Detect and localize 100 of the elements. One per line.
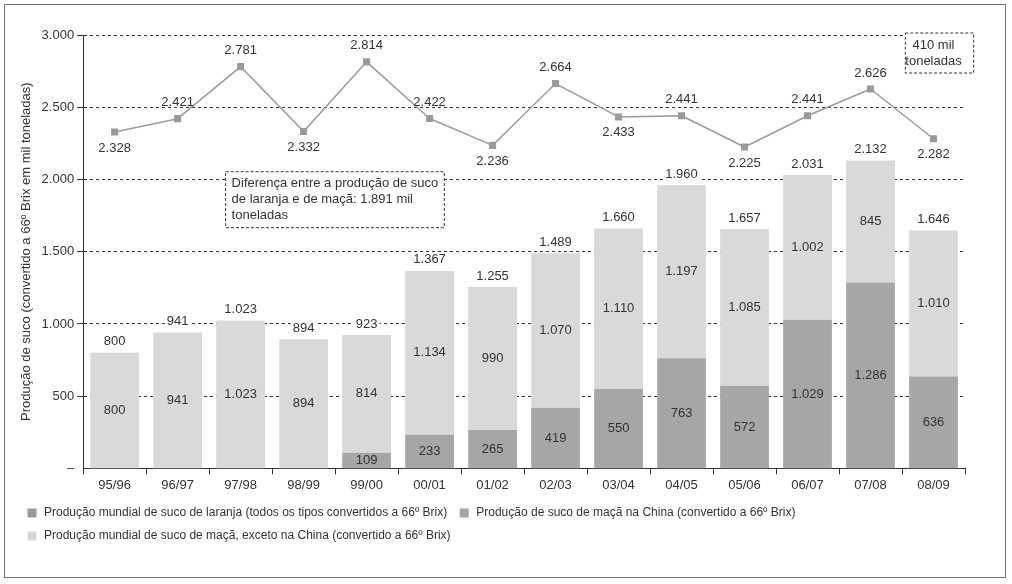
x-tick-label: 02/03	[539, 476, 572, 492]
point	[174, 115, 182, 123]
data-label: 800	[103, 402, 126, 418]
y-tick-label: 2.500	[41, 98, 75, 114]
bar	[594, 228, 643, 389]
x-tick-label: 96/97	[161, 476, 194, 492]
data-label: 1.134	[413, 344, 446, 360]
data-label: 2.626	[854, 64, 887, 80]
y-tick-label: 2.000	[41, 171, 75, 187]
point	[426, 114, 434, 123]
data-label: 1.085	[728, 298, 761, 314]
annotation: Diferença entre a produção de suco de laranja e de maçã: 1.891 mil toneladas	[231, 175, 439, 223]
bar	[783, 174, 832, 320]
data-label: 763	[670, 404, 693, 420]
legend-label: Produção mundial de suco de laranja (todos os tipos convertidos a 66º Brix)	[44, 505, 448, 520]
x-tick-label: 99/00	[350, 476, 383, 492]
total-label: 2.132	[854, 141, 887, 157]
data-label: 2.422	[413, 94, 446, 110]
total-label: 1.960	[665, 165, 698, 181]
total-label: 923	[355, 315, 378, 331]
data-label: 233	[418, 443, 441, 459]
total-label: 2.031	[791, 155, 824, 171]
bar	[720, 229, 769, 386]
total-label: 1.489	[539, 233, 572, 249]
data-label: 1.029	[791, 385, 824, 401]
y-tick-label: –	[66, 459, 75, 475]
data-label: 1.002	[791, 238, 824, 254]
bar	[657, 358, 706, 469]
point	[929, 135, 938, 143]
data-label: 2.421	[161, 94, 194, 110]
point	[300, 127, 308, 136]
y-axis-title: Produção de suco (convertido a 66º Brix em mil toneladas)	[18, 82, 34, 421]
bar	[783, 319, 832, 469]
data-label: 550	[607, 420, 630, 436]
total-label: 941	[166, 313, 189, 329]
point	[111, 128, 119, 136]
bar	[531, 253, 580, 408]
total-label: 1.255	[476, 267, 509, 283]
bar	[531, 407, 580, 469]
data-label: 1.023	[224, 386, 257, 402]
total-label: 1.367	[413, 251, 446, 267]
x-tick-label: 04/05	[665, 476, 698, 492]
x-tick-label: 07/08	[854, 476, 887, 492]
point	[741, 143, 749, 151]
bar	[342, 335, 391, 453]
bar	[405, 270, 454, 435]
y-tick-label: 3.000	[41, 26, 75, 42]
data-label: 2.282	[917, 146, 950, 162]
data-label: 2.814	[350, 37, 383, 53]
x-tick-label: 06/07	[791, 476, 824, 492]
bar	[90, 352, 139, 469]
data-label: 845	[859, 213, 882, 229]
data-label: 814	[355, 385, 378, 401]
point	[678, 112, 686, 120]
bar	[846, 282, 895, 469]
x-tick-label: 00/01	[413, 476, 446, 492]
data-label: 636	[922, 414, 945, 430]
data-label: 2.433	[602, 124, 635, 140]
data-label: 1.197	[665, 263, 698, 279]
total-label: 1.023	[224, 301, 257, 317]
data-label: 1.070	[539, 322, 572, 338]
x-tick-label: 03/04	[602, 476, 635, 492]
bar	[216, 320, 265, 469]
point	[552, 80, 560, 88]
bar	[909, 230, 958, 377]
data-label: 2.236	[476, 152, 509, 168]
bar	[405, 434, 454, 469]
data-label: 2.441	[791, 91, 824, 107]
total-label: 1.646	[917, 211, 950, 227]
data-label: 2.664	[539, 59, 572, 75]
y-tick-label: 500	[52, 387, 75, 403]
point	[363, 58, 371, 66]
point	[489, 141, 497, 149]
bar	[594, 388, 643, 469]
data-label: 941	[166, 392, 189, 408]
data-label: 2.225	[728, 154, 761, 170]
total-label: 1.660	[602, 209, 635, 225]
data-label: 2.332	[287, 139, 320, 155]
x-tick-label: 08/09	[917, 476, 950, 492]
x-tick-label: 98/99	[287, 476, 320, 492]
data-label: 2.328	[98, 139, 131, 155]
x-tick-label: 97/98	[224, 476, 257, 492]
legend-label: Produção de suco de maçã na China (convertido a 66º Brix)	[476, 505, 796, 520]
data-label: 990	[481, 350, 504, 366]
point	[803, 112, 812, 120]
point	[237, 63, 245, 71]
y-tick-label: 1.000	[41, 315, 75, 331]
data-label: 2.781	[224, 42, 257, 58]
data-label: 572	[733, 418, 756, 434]
bar	[720, 385, 769, 469]
bar	[468, 430, 517, 469]
data-label: 1.286	[854, 367, 887, 383]
data-label: 109	[355, 452, 378, 468]
bar	[846, 160, 895, 283]
data-label: 1.010	[917, 295, 950, 311]
bar	[279, 339, 328, 469]
data-label: 2.441	[665, 91, 698, 107]
bar	[657, 185, 706, 359]
total-label: 1.657	[728, 209, 761, 225]
data-label: 894	[292, 395, 315, 411]
